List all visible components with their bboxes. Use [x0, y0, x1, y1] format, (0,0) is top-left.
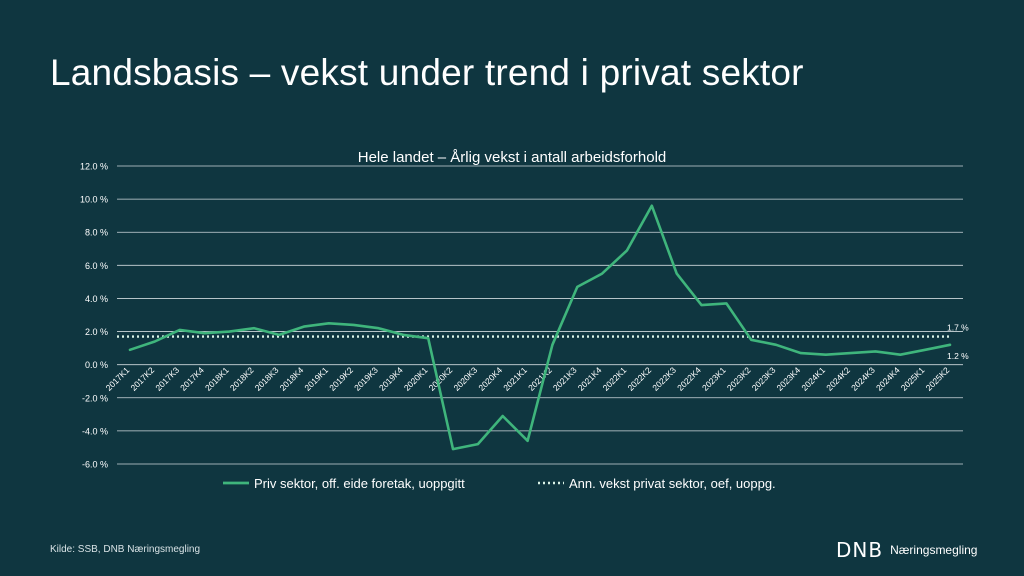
- x-tick-label: 2019K2: [327, 365, 355, 393]
- x-tick-label: 2024K2: [824, 365, 852, 393]
- x-tick-label: 2022K3: [650, 365, 678, 393]
- x-tick-label: 2022K2: [625, 365, 653, 393]
- x-tick-label: 2017K3: [153, 365, 181, 393]
- y-tick-label: -6.0 %: [82, 460, 108, 470]
- y-tick-label: 6.0 %: [85, 261, 108, 271]
- y-tick-label: 12.0 %: [80, 162, 108, 172]
- legend-label-series: Priv sektor, off. eide foretak, uoppgitt: [254, 476, 465, 491]
- x-tick-label: 2021K3: [551, 365, 579, 393]
- x-tick-label: 2019K3: [352, 365, 380, 393]
- series-line: [128, 204, 952, 451]
- slide-title: Landsbasis – vekst under trend i privat …: [50, 52, 804, 93]
- brand-block: DNB Næringsmegling: [836, 538, 977, 562]
- x-tick-label: 2023K1: [700, 365, 728, 393]
- x-tick-label: 2024K1: [799, 365, 827, 393]
- y-tick-label: 4.0 %: [85, 294, 108, 304]
- series-end-label: 1.2 %: [947, 351, 969, 361]
- y-tick-label: 8.0 %: [85, 228, 108, 238]
- x-tick-label: 2023K4: [775, 365, 803, 393]
- x-tick-label: 2020K4: [476, 365, 504, 393]
- chart-title: Hele landet – Årlig vekst i antall arbei…: [358, 149, 667, 166]
- brand-name: Næringsmegling: [890, 543, 978, 557]
- dnb-logo: DNB: [836, 538, 884, 562]
- x-tick-label: 2018K4: [278, 365, 306, 393]
- x-tick-label: 2022K4: [675, 365, 703, 393]
- trend-end-label: 1.7 %: [947, 323, 969, 333]
- x-tick-label: 2020K3: [451, 365, 479, 393]
- x-tick-label: 2019K1: [302, 365, 330, 393]
- x-tick-label: 2024K4: [874, 365, 902, 393]
- x-tick-label: 2018K3: [253, 365, 281, 393]
- x-tick-label: 2017K4: [178, 365, 206, 393]
- x-tick-label: 2023K2: [725, 365, 753, 393]
- x-tick-label: 2017K2: [128, 365, 156, 393]
- legend-label-trend: Ann. vekst privat sektor, oef, uoppg.: [569, 476, 776, 491]
- x-tick-label: 2021K4: [576, 365, 604, 393]
- x-tick-label: 2025K1: [899, 365, 927, 393]
- y-tick-label: 10.0 %: [80, 195, 108, 205]
- y-tick-label: 0.0 %: [85, 360, 108, 370]
- x-tick-label: 2018K2: [228, 365, 256, 393]
- source-note: Kilde: SSB, DNB Næringsmegling: [50, 544, 201, 555]
- x-tick-label: 2020K1: [402, 365, 430, 393]
- x-tick-label: 2021K1: [501, 365, 529, 393]
- x-tick-label: 2022K1: [601, 365, 629, 393]
- y-tick-label: -2.0 %: [82, 393, 108, 403]
- y-tick-label: 2.0 %: [85, 327, 108, 337]
- x-tick-label: 2023K3: [750, 365, 778, 393]
- x-tick-label: 2024K3: [849, 365, 877, 393]
- x-tick-label: 2025K2: [924, 365, 952, 393]
- y-tick-label: -4.0 %: [82, 426, 108, 436]
- x-tick-label: 2018K1: [203, 365, 231, 393]
- x-tick-label: 2019K4: [377, 365, 405, 393]
